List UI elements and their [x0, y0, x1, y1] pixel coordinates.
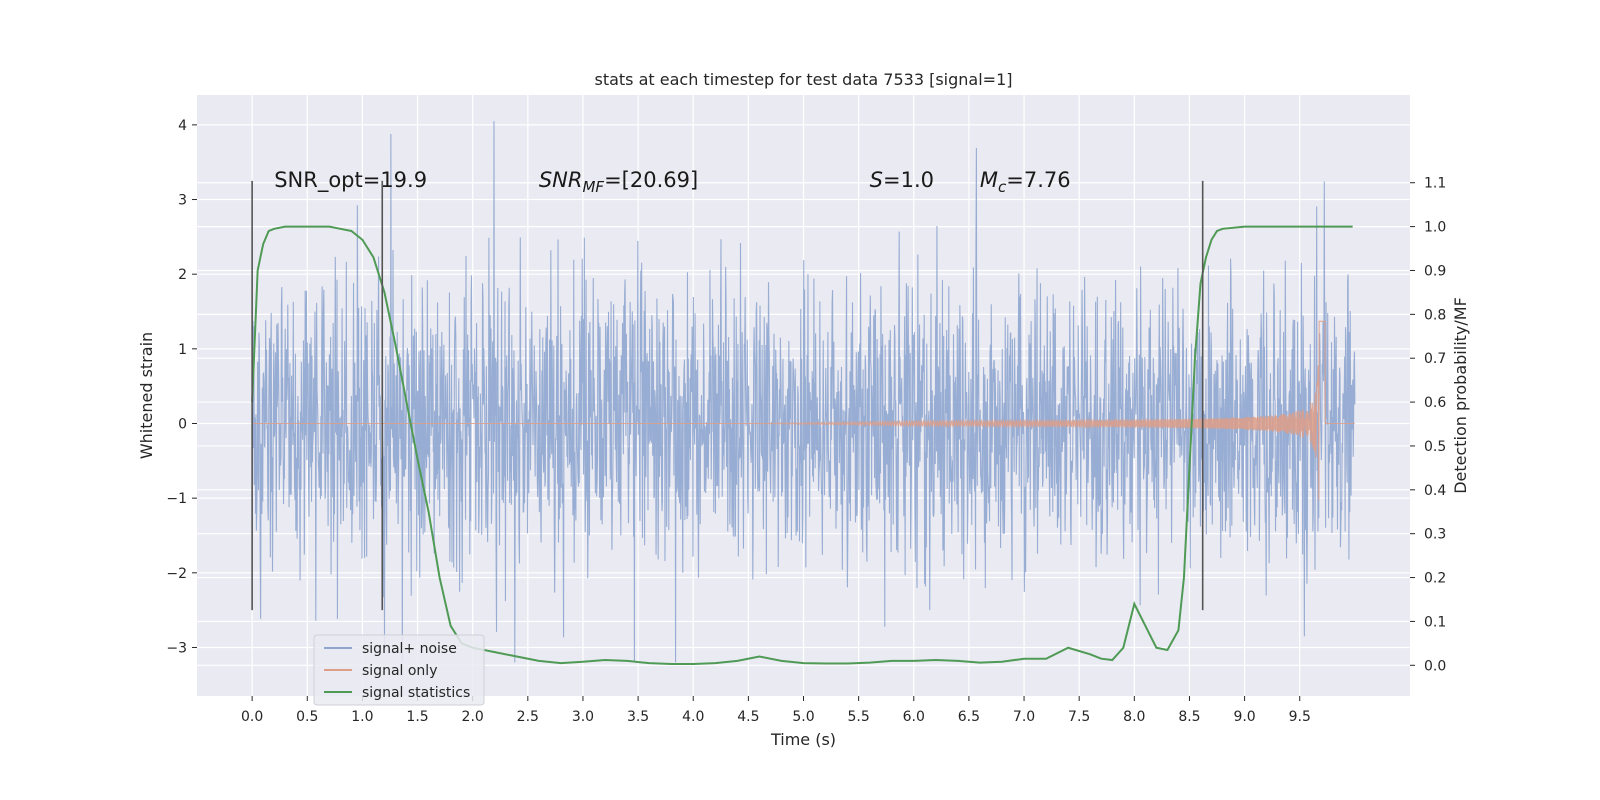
series-layer — [251, 121, 1356, 665]
vertical-lines — [251, 180, 1204, 611]
annotation-snr_mf: SNRMF=[20.69] — [539, 168, 698, 196]
x-tick-label: 6.5 — [958, 709, 980, 725]
x-tick-label: 3.5 — [627, 709, 649, 725]
x-tick-label: 4.0 — [682, 709, 704, 725]
x-tick-label: 6.0 — [903, 709, 925, 725]
y2-axis-label: Detection probability/MF — [1451, 297, 1470, 494]
y-tick-label: −2 — [166, 566, 187, 582]
annotation-snr_opt: SNR_opt=19.9 — [274, 168, 427, 193]
y2-tick-label: 0.1 — [1424, 614, 1446, 630]
annotation-mc: Mc=7.76 — [980, 168, 1071, 196]
series-signal-statistics — [251, 225, 1353, 665]
y2-tick-label: 0.2 — [1424, 571, 1446, 587]
x-tick-label: 7.0 — [1013, 709, 1035, 725]
chart-title: stats at each timestep for test data 753… — [594, 70, 1012, 89]
x-tick-label: 5.0 — [792, 709, 814, 725]
legend-box — [313, 634, 485, 706]
y2-tick-label: 0.3 — [1424, 527, 1446, 543]
legend-label-signal-noise: signal+ noise — [362, 641, 457, 657]
x-ticks: 0.0 0.5 1.0 1.5 2.0 2.5 3.0 3.5 4.0 4.5 5.0 5.5 6.0 6… — [241, 696, 1311, 725]
y-tick-label: 0 — [178, 416, 187, 432]
x-tick-label: 3.0 — [572, 709, 594, 725]
y2-tick-label: 0.0 — [1424, 658, 1446, 674]
y-ticks: 4 3 2 1 0 −1 −2 −3 — [166, 118, 197, 656]
y-tick-label: 3 — [178, 193, 187, 209]
annotations: SNR_opt=19.9 SNRMF=[20.69] S=1.0 Mc=7.76 — [274, 168, 1070, 196]
y-tick-label: 2 — [178, 267, 187, 283]
y2-tick-label: 0.4 — [1424, 483, 1446, 499]
y2-tick-label: 0.5 — [1424, 439, 1446, 455]
legend: signal+ noise signal only signal statist… — [313, 634, 485, 706]
y-tick-label: −1 — [166, 491, 187, 507]
x-tick-label: 0.5 — [296, 709, 318, 725]
series-signal-only — [252, 320, 1355, 501]
y2-tick-label: 0.8 — [1424, 307, 1446, 323]
x-tick-label: 8.0 — [1123, 709, 1145, 725]
x-tick-label: 1.0 — [351, 709, 373, 725]
x-tick-label: 0.0 — [241, 709, 263, 725]
x-tick-label: 5.5 — [848, 709, 870, 725]
x-tick-label: 4.5 — [737, 709, 759, 725]
y2-tick-label: 0.9 — [1424, 263, 1446, 279]
x-tick-label: 8.5 — [1178, 709, 1200, 725]
series-signal-noise — [251, 121, 1356, 663]
annotation-s: S=1.0 — [870, 168, 934, 192]
x-tick-label: 2.0 — [462, 709, 484, 725]
x-tick-label: 9.0 — [1233, 709, 1255, 725]
y2-tick-label: 1.0 — [1424, 220, 1446, 236]
x-tick-label: 1.5 — [406, 709, 428, 725]
x-tick-label: 2.5 — [517, 709, 539, 725]
x-tick-label: 7.5 — [1068, 709, 1090, 725]
y-tick-label: 4 — [178, 118, 187, 134]
y2-ticks: 1.1 1.0 0.9 0.8 0.7 0.6 0.5 0.4 0.3 0.2 0.1 0.0 — [1410, 176, 1446, 674]
y2-tick-label: 0.6 — [1424, 395, 1446, 411]
y-axis-label: Whitened strain — [137, 332, 156, 459]
x-tick-label: 9.5 — [1289, 709, 1311, 725]
y2-tick-label: 0.7 — [1424, 351, 1446, 367]
y-tick-label: 1 — [178, 342, 187, 358]
y2-tick-label: 1.1 — [1424, 176, 1446, 192]
legend-label-signal-only: signal only — [362, 663, 437, 679]
y-tick-label: −3 — [166, 640, 187, 656]
legend-label-signal-statistics: signal statistics — [362, 685, 470, 701]
x-axis-label: Time (s) — [770, 730, 836, 749]
